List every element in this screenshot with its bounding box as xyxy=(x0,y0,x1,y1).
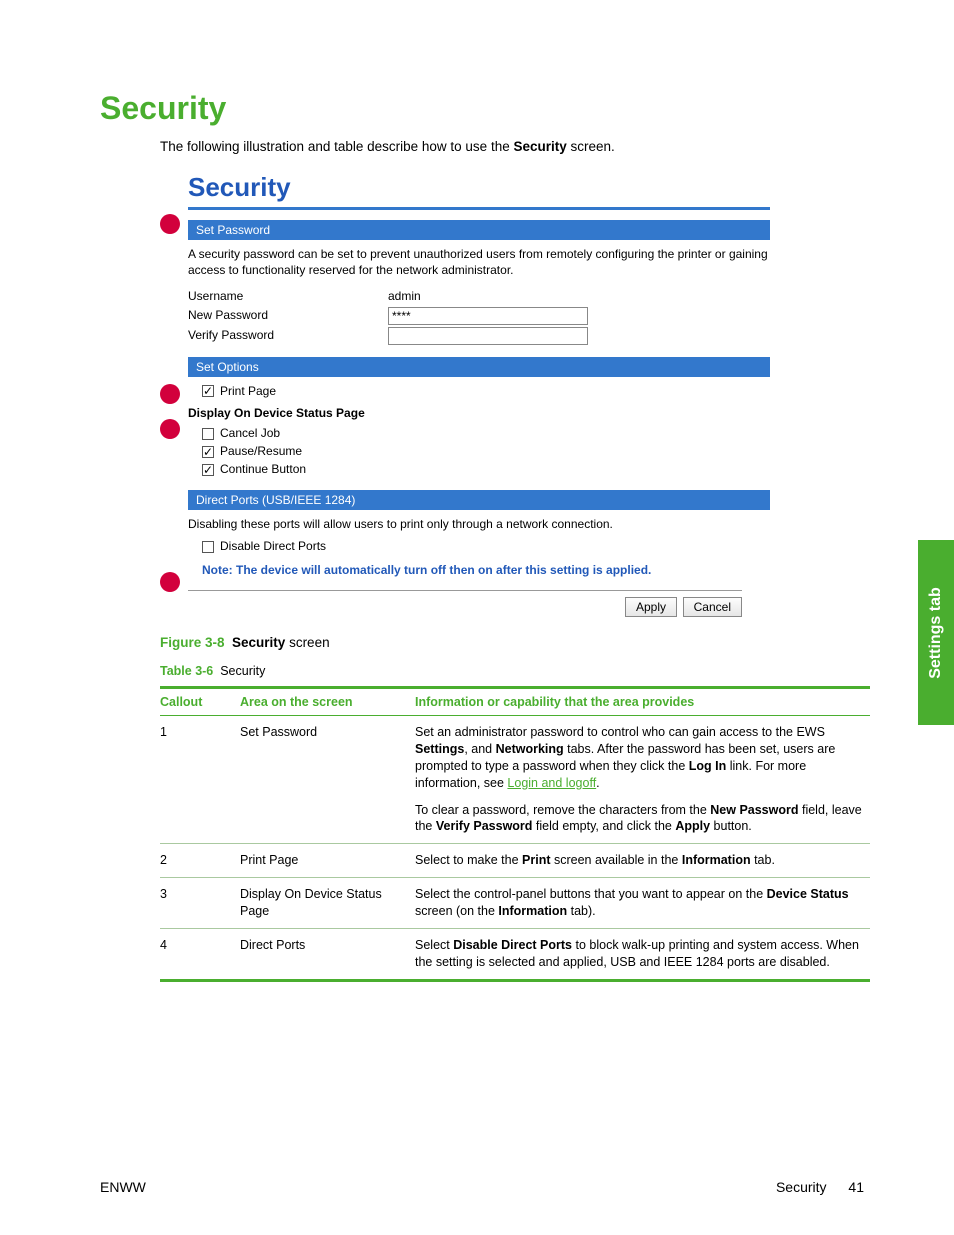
t: Settings xyxy=(415,742,464,756)
table-row: 3 Display On Device Status Page Select t… xyxy=(160,878,870,929)
figure-bold: Security xyxy=(232,635,285,650)
cell-info: Select the control-panel buttons that yo… xyxy=(415,878,870,929)
security-table: Callout Area on the screen Information o… xyxy=(160,686,870,982)
display-on-device-heading: Display On Device Status Page xyxy=(188,405,770,421)
t: To clear a password, remove the characte… xyxy=(415,803,710,817)
footer-left: ENWW xyxy=(100,1179,146,1195)
figure-rest: screen xyxy=(285,635,329,650)
t: Log In xyxy=(689,759,727,773)
continue-button-label: Continue Button xyxy=(220,462,306,476)
security-screenshot: Security Set Password A security passwor… xyxy=(160,172,770,617)
set-password-desc: A security password can be set to preven… xyxy=(188,246,770,278)
th-callout: Callout xyxy=(160,688,240,716)
set-options-body: Print Page Display On Device Status Page… xyxy=(188,383,770,478)
figure-caption: Figure 3-8 Security screen xyxy=(160,635,864,650)
disable-direct-ports-label: Disable Direct Ports xyxy=(220,539,326,553)
apply-button[interactable]: Apply xyxy=(625,597,677,617)
cancel-job-checkbox[interactable] xyxy=(202,428,214,440)
cell-callout: 4 xyxy=(160,928,240,980)
pause-resume-label: Pause/Resume xyxy=(220,444,302,458)
t: tab). xyxy=(567,904,596,918)
direct-ports-body: Disabling these ports will allow users t… xyxy=(188,516,770,579)
direct-ports-note: Note: The device will automatically turn… xyxy=(202,562,770,578)
t: field empty, and click the xyxy=(532,819,675,833)
set-password-body: A security password can be set to preven… xyxy=(188,246,770,345)
direct-ports-bar: Direct Ports (USB/IEEE 1284) xyxy=(188,490,770,510)
cell-info: Set an administrator password to control… xyxy=(415,716,870,844)
table-caption-rest: Security xyxy=(220,664,265,678)
login-logoff-link[interactable]: Login and logoff xyxy=(507,776,596,790)
table-row: 1 Set Password Set an administrator pass… xyxy=(160,716,870,844)
settings-tab-marker: Settings tab xyxy=(918,540,954,725)
verify-password-input[interactable] xyxy=(388,327,588,345)
t: New Password xyxy=(710,803,798,817)
verify-password-label: Verify Password xyxy=(188,327,388,345)
callout-2-dot xyxy=(160,384,180,404)
page-number: 41 xyxy=(848,1179,864,1195)
footer-section: Security xyxy=(776,1179,827,1195)
t: Select the control-panel buttons that yo… xyxy=(415,887,767,901)
t: Disable Direct Ports xyxy=(453,938,572,952)
cell-area: Direct Ports xyxy=(240,928,415,980)
page-footer: ENWW Security 41 xyxy=(100,1179,864,1195)
direct-ports-desc: Disabling these ports will allow users t… xyxy=(188,516,770,532)
figure-number: Figure 3-8 xyxy=(160,635,225,650)
cell-callout: 3 xyxy=(160,878,240,929)
disable-direct-ports-checkbox[interactable] xyxy=(202,541,214,553)
callout-3-dot xyxy=(160,419,180,439)
t: Networking xyxy=(496,742,564,756)
intro-bold: Security xyxy=(513,139,566,154)
th-info: Information or capability that the area … xyxy=(415,688,870,716)
button-row: Apply Cancel xyxy=(188,590,742,617)
t: Apply xyxy=(675,819,710,833)
intro-pre: The following illustration and table des… xyxy=(160,139,513,154)
t: screen available in the xyxy=(551,853,682,867)
t: Select to make the xyxy=(415,853,522,867)
cell-area: Print Page xyxy=(240,844,415,878)
settings-tab-label: Settings tab xyxy=(927,587,945,679)
table-row: 4 Direct Ports Select Disable Direct Por… xyxy=(160,928,870,980)
cell-callout: 2 xyxy=(160,844,240,878)
callout-1-dot xyxy=(160,214,180,234)
t: button. xyxy=(710,819,752,833)
t: . xyxy=(596,776,599,790)
continue-button-checkbox[interactable] xyxy=(202,464,214,476)
new-password-label: New Password xyxy=(188,307,388,325)
new-password-input[interactable]: **** xyxy=(388,307,588,325)
table-caption: Table 3-6 Security xyxy=(160,664,864,678)
set-options-bar: Set Options xyxy=(188,357,770,377)
username-value: admin xyxy=(388,288,421,304)
t: Print xyxy=(522,853,550,867)
cell-info: Select to make the Print screen availabl… xyxy=(415,844,870,878)
t: screen (on the xyxy=(415,904,498,918)
th-area: Area on the screen xyxy=(240,688,415,716)
print-page-label: Print Page xyxy=(220,384,276,398)
page-heading: Security xyxy=(100,90,864,127)
t: Device Status xyxy=(767,887,849,901)
title-rule xyxy=(188,207,770,210)
pause-resume-checkbox[interactable] xyxy=(202,446,214,458)
table-number: Table 3-6 xyxy=(160,664,213,678)
intro-post: screen. xyxy=(567,139,615,154)
cancel-job-label: Cancel Job xyxy=(220,426,280,440)
cell-info: Select Disable Direct Ports to block wal… xyxy=(415,928,870,980)
callout-4-dot xyxy=(160,572,180,592)
screenshot-title: Security xyxy=(188,172,770,203)
username-label: Username xyxy=(188,288,388,304)
t: Select xyxy=(415,938,453,952)
cell-callout: 1 xyxy=(160,716,240,844)
t: , and xyxy=(464,742,495,756)
cell-area: Set Password xyxy=(240,716,415,844)
cancel-button[interactable]: Cancel xyxy=(683,597,742,617)
t: Verify Password xyxy=(436,819,533,833)
cell-area: Display On Device Status Page xyxy=(240,878,415,929)
t: Information xyxy=(682,853,751,867)
table-row: 2 Print Page Select to make the Print sc… xyxy=(160,844,870,878)
print-page-checkbox[interactable] xyxy=(202,385,214,397)
t: Information xyxy=(498,904,567,918)
intro-text: The following illustration and table des… xyxy=(160,139,864,154)
t: Set an administrator password to control… xyxy=(415,725,825,739)
set-password-bar: Set Password xyxy=(188,220,770,240)
t: tab. xyxy=(751,853,775,867)
